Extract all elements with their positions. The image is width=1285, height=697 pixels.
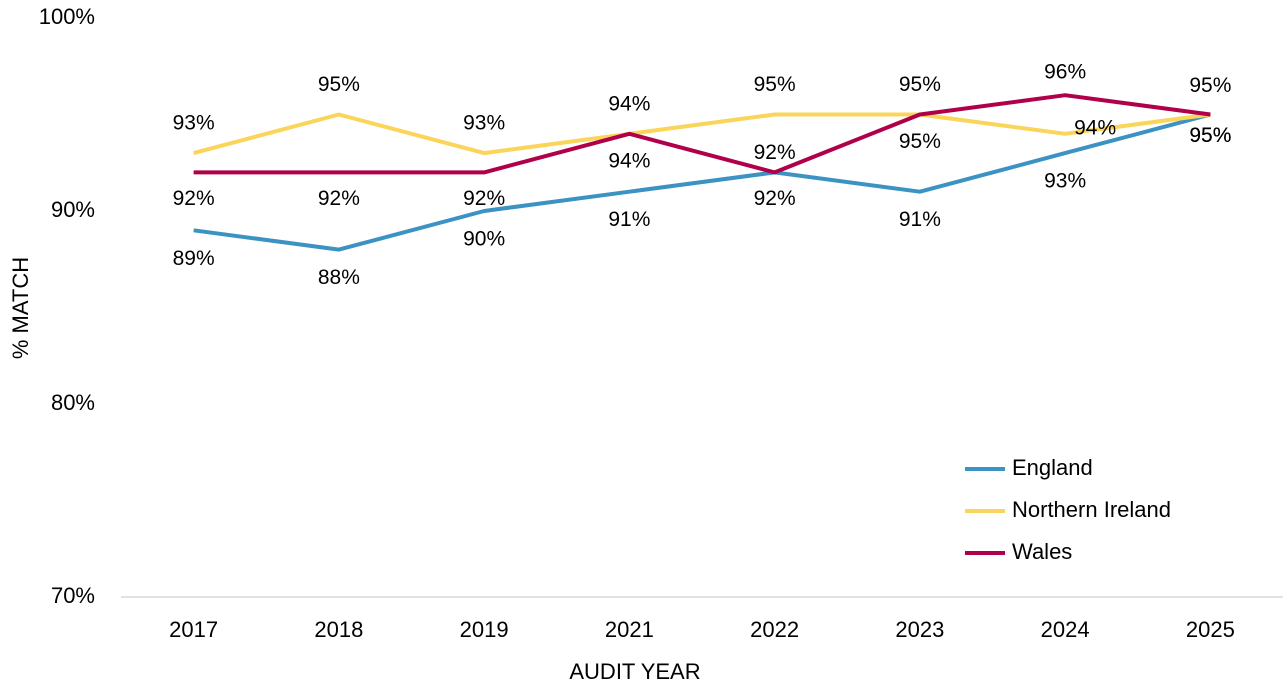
x-tick-label: 2019 [460, 617, 509, 642]
series-line [193, 112, 1211, 156]
data-label: 92% [754, 141, 796, 164]
data-label: 95% [899, 130, 941, 153]
y-tick-label: 70% [51, 583, 95, 608]
x-tick-label: 2024 [1041, 617, 1090, 642]
data-label: 93% [463, 112, 505, 135]
data-label: 92% [463, 187, 505, 210]
legend-label: England [1012, 455, 1093, 480]
data-label: 92% [318, 187, 360, 210]
y-axis-title: % MATCH [8, 257, 33, 359]
x-tick-label: 2023 [895, 617, 944, 642]
legend-label: Wales [1012, 539, 1072, 564]
data-label: 95% [1189, 124, 1231, 147]
data-label: 95% [318, 73, 360, 96]
data-label: 92% [754, 187, 796, 210]
y-tick-label: 90% [51, 197, 95, 222]
series-line [193, 112, 1211, 252]
data-label: 92% [173, 187, 215, 210]
x-tick-label: 2022 [750, 617, 799, 642]
data-label: 95% [754, 73, 796, 96]
y-tick-label: 80% [51, 390, 95, 415]
data-label: 88% [318, 266, 360, 289]
data-label: 95% [899, 73, 941, 96]
data-label: 93% [1044, 170, 1086, 193]
data-label: 94% [1074, 116, 1116, 139]
data-label: 91% [899, 208, 941, 231]
legend-label: Northern Ireland [1012, 497, 1171, 522]
data-label: 90% [463, 228, 505, 251]
data-label: 89% [173, 247, 215, 270]
x-tick-label: 2017 [169, 617, 218, 642]
x-tick-label: 2018 [314, 617, 363, 642]
x-axis-title: AUDIT YEAR [569, 659, 700, 684]
data-label: 96% [1044, 61, 1086, 84]
x-tick-label: 2025 [1186, 617, 1235, 642]
data-label: 95% [1189, 74, 1231, 97]
x-tick-label: 2021 [605, 617, 654, 642]
data-label: 94% [608, 149, 650, 172]
data-label: 95% [1189, 124, 1231, 147]
data-label: 94% [608, 92, 650, 115]
series-line [193, 93, 1211, 175]
y-tick-label: 100% [39, 4, 95, 29]
data-label: 91% [608, 208, 650, 231]
data-label: 93% [173, 112, 215, 135]
